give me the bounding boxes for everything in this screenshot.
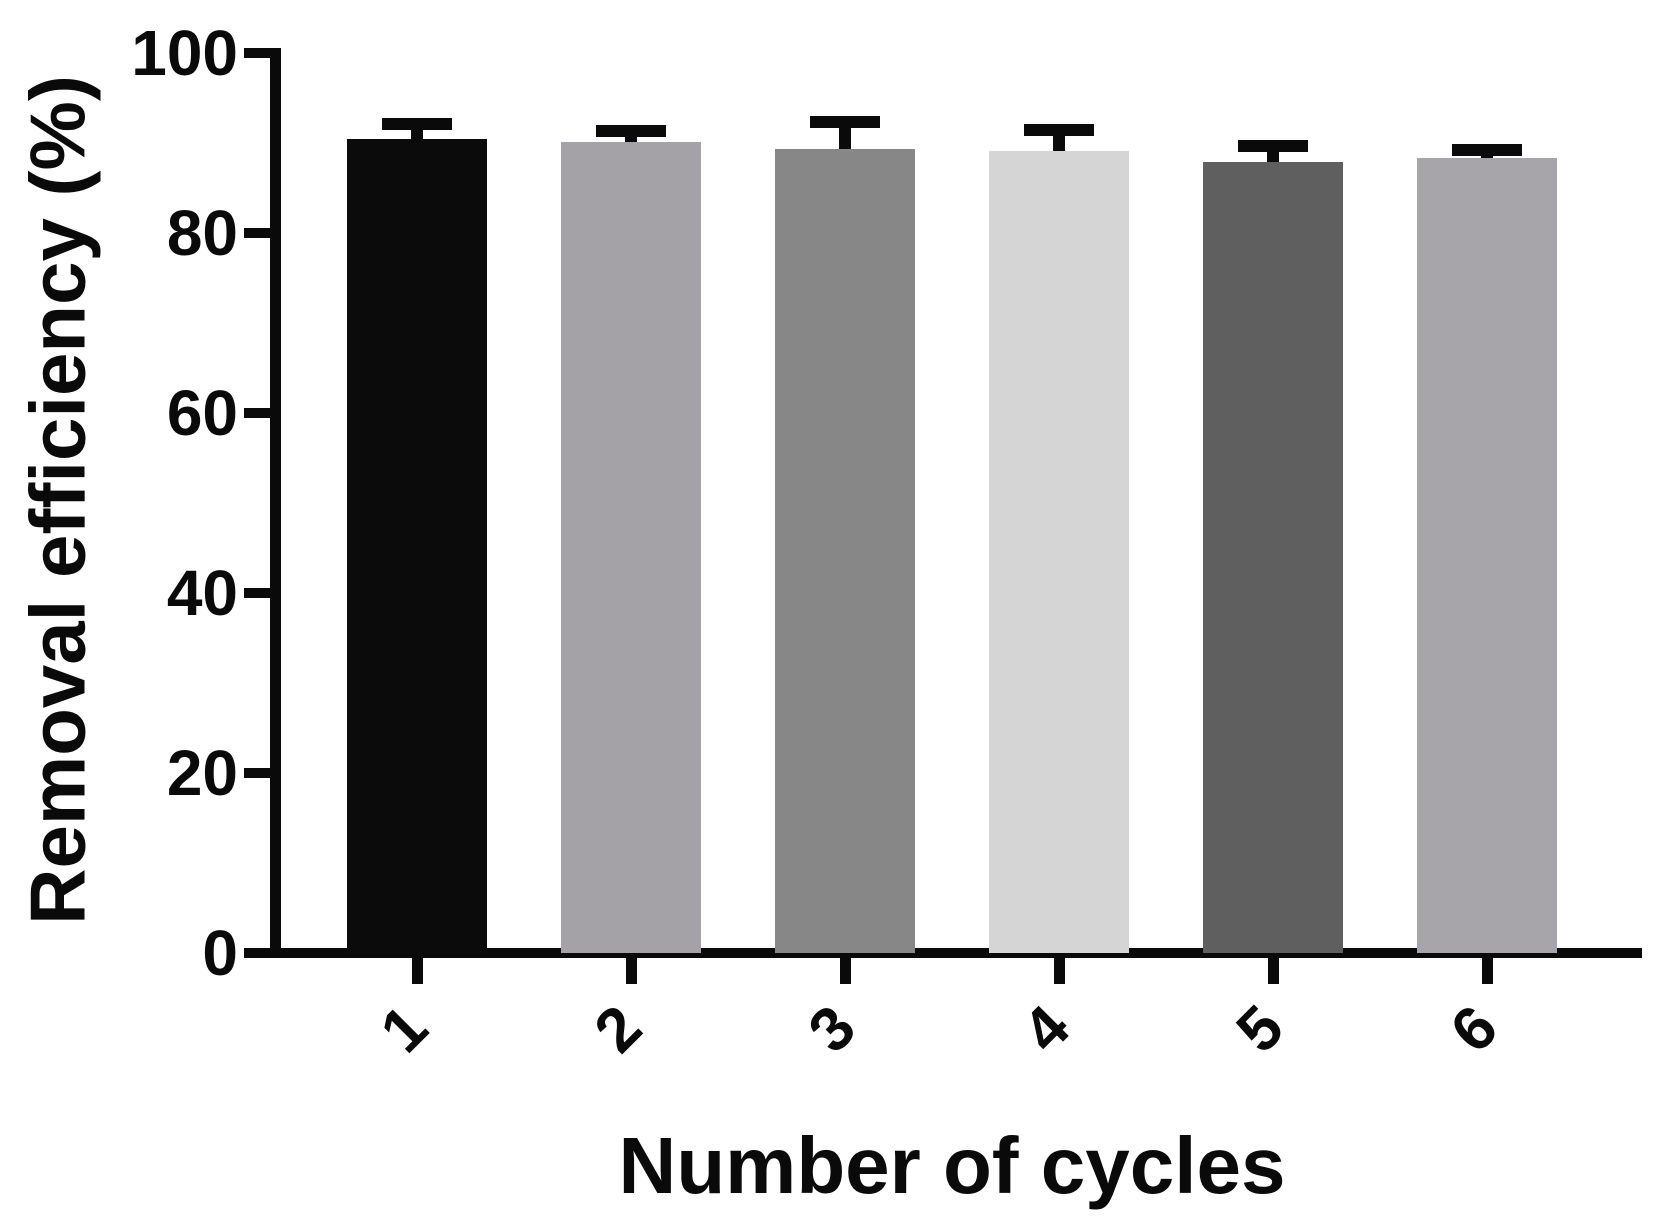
x-tick-label: 4 (1009, 992, 1083, 1066)
x-tick-label: 2 (581, 992, 655, 1066)
y-tick-label: 0 (202, 917, 238, 989)
x-tick-label: 6 (1437, 992, 1511, 1066)
y-tick (244, 228, 270, 238)
x-tick-label: 5 (1223, 992, 1297, 1066)
bar (775, 149, 915, 953)
x-axis-title: Number of cycles (618, 1121, 1286, 1210)
x-tick (840, 958, 851, 984)
error-bar-cap (1238, 139, 1308, 152)
error-bar-cap (1452, 144, 1522, 157)
bar (561, 142, 701, 953)
y-tick-label: 20 (166, 737, 238, 809)
y-tick-label: 100 (131, 17, 238, 89)
y-tick (244, 48, 270, 58)
y-tick (244, 588, 270, 598)
bar (989, 151, 1129, 953)
error-bar-cap (810, 116, 880, 129)
x-tick (1054, 958, 1065, 984)
error-bar-cap (382, 118, 452, 131)
y-tick (244, 768, 270, 778)
x-tick (1268, 958, 1279, 984)
bar (347, 139, 487, 953)
x-tick (412, 958, 423, 984)
x-tick (626, 958, 637, 984)
y-tick-label: 60 (166, 377, 238, 449)
y-tick-label: 80 (166, 197, 238, 269)
x-tick (1482, 958, 1493, 984)
error-bar-cap (1024, 123, 1094, 136)
x-tick-label: 3 (795, 992, 869, 1066)
bar (1203, 161, 1343, 953)
y-tick-label: 40 (166, 557, 238, 629)
y-tick (244, 408, 270, 418)
x-tick-label: 1 (367, 992, 441, 1066)
x-axis-line (244, 948, 1642, 958)
bar (1417, 158, 1557, 953)
error-bar-cap (596, 125, 666, 138)
y-axis-line (270, 48, 281, 958)
